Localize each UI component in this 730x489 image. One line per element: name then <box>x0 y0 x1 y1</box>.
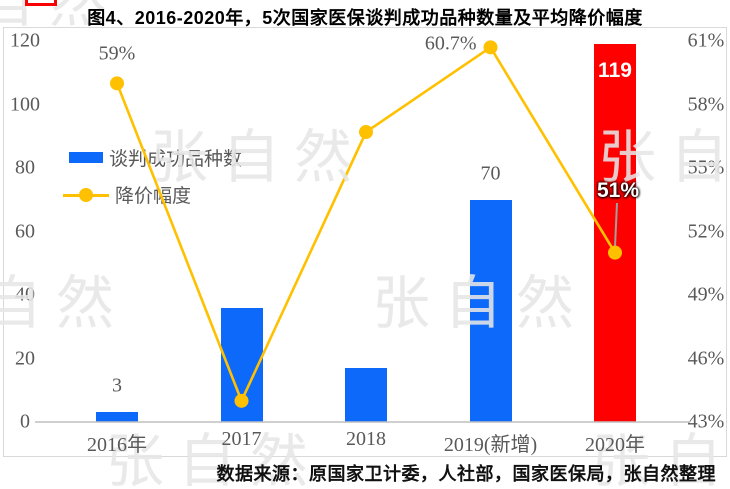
legend-bar-swatch <box>69 152 103 163</box>
line-value-label: 59% <box>98 42 136 65</box>
axis-tick-right: 43% <box>687 410 725 433</box>
axis-tick-left: 60 <box>15 220 35 242</box>
legend-label-bars: 谈判成功品种数 <box>109 149 243 170</box>
bar <box>594 44 636 422</box>
chart-title: 图4、2016-2020年，5次国家医保谈判成功品种数量及平均降价幅度 <box>87 8 643 28</box>
axis-tick-left: 20 <box>15 347 35 369</box>
x-axis-label: 2020年 <box>585 434 645 456</box>
bar-value-label: 119 <box>598 59 632 83</box>
x-axis-label: 2018 <box>346 428 386 450</box>
axis-tick-left: 0 <box>20 410 30 433</box>
legend-item-bars: 谈判成功品种数 <box>69 144 242 171</box>
red-box-fragment <box>25 0 57 6</box>
plot-area: 谈判成功品种数 降价幅度 0 20 40 60 80 100 120 43% 46% 49% 52%… <box>3 27 727 457</box>
bar-value-label: 3 <box>112 374 122 397</box>
source-note: 数据来源：原国家卫计委，人社部，国家医保局，张自然整理 <box>216 464 716 484</box>
legend-item-line: 降价幅度 <box>63 181 191 208</box>
bar <box>220 307 263 422</box>
axis-tick-right: 55% <box>687 156 725 179</box>
axis-tick-right: 52% <box>687 220 725 242</box>
line-value-label: 51% <box>596 179 640 202</box>
bar <box>96 412 138 422</box>
axis-tick-right: 61% <box>687 29 725 52</box>
line-marker <box>359 125 373 140</box>
x-axis-label: 2019(新增) <box>443 434 538 456</box>
line-series <box>115 45 617 405</box>
axis-tick-left: 120 <box>10 29 40 52</box>
x-axis-label: 2017 <box>221 428 262 450</box>
bar <box>345 368 387 422</box>
legend-label-line: 降价幅度 <box>115 186 192 207</box>
legend-line-swatch <box>63 187 109 203</box>
axis-tick-right: 46% <box>687 347 725 369</box>
axis-tick-left: 100 <box>10 93 40 115</box>
axis-tick-right: 58% <box>687 93 725 115</box>
axis-tick-right: 49% <box>687 283 725 306</box>
bar-value-label: 70 <box>480 162 501 185</box>
line-value-label: 60.7% <box>424 32 477 55</box>
bar <box>469 199 512 422</box>
axis-tick-left: 40 <box>15 283 35 306</box>
legend-dot-icon <box>79 187 93 202</box>
line-marker <box>483 40 498 55</box>
axis-tick-left: 80 <box>15 156 35 179</box>
x-axis-label: 2016年 <box>87 434 147 456</box>
line-marker <box>110 76 124 91</box>
